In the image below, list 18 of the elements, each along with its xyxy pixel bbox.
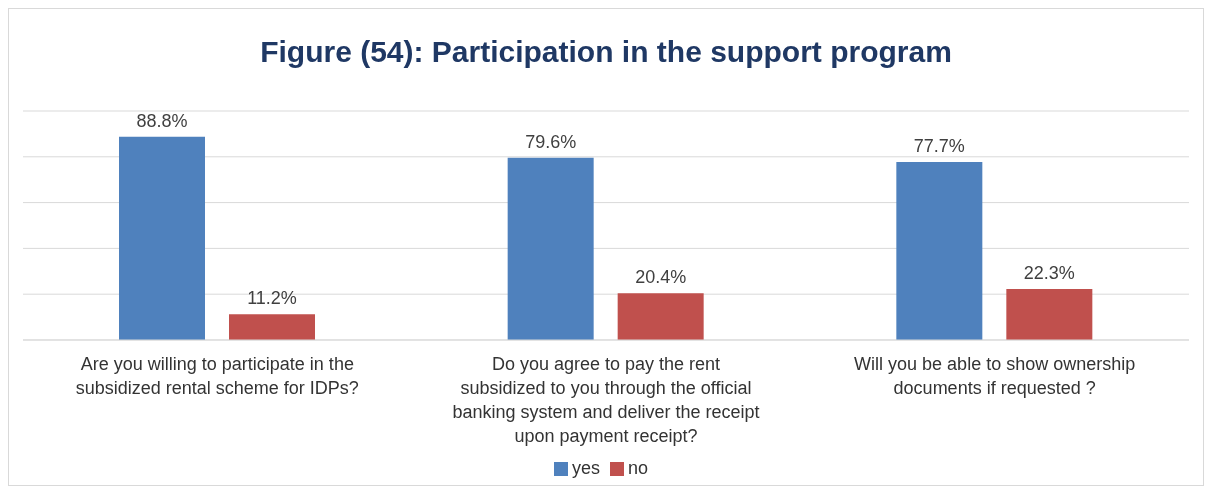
bar xyxy=(119,136,205,340)
data-label: 22.3% xyxy=(1023,262,1075,283)
chart-title: Figure (54): Participation in the support program xyxy=(259,35,953,70)
x-tick-label: Will you be able to show ownership documents if requested ? xyxy=(854,354,1136,398)
data-label: 20.4% xyxy=(635,267,687,288)
bar xyxy=(1006,288,1093,340)
bar xyxy=(617,293,704,340)
x-tick-label: Do you agree to pay the rent subsidized to you through the official banking system and deliver the receipt upon payment receipt? xyxy=(452,354,760,446)
data-label: 79.6% xyxy=(525,131,577,152)
bar xyxy=(507,157,594,340)
x-tick-label: Are you willing to participate in the subsidized rental scheme for IDPs? xyxy=(75,354,359,398)
data-label: 77.7% xyxy=(913,136,965,157)
bar xyxy=(229,314,315,340)
legend-label: yes xyxy=(571,458,600,478)
legend-label: no xyxy=(627,458,649,478)
data-label: 88.8% xyxy=(136,110,188,131)
data-label: 11.2% xyxy=(247,288,297,309)
bar xyxy=(896,162,983,340)
